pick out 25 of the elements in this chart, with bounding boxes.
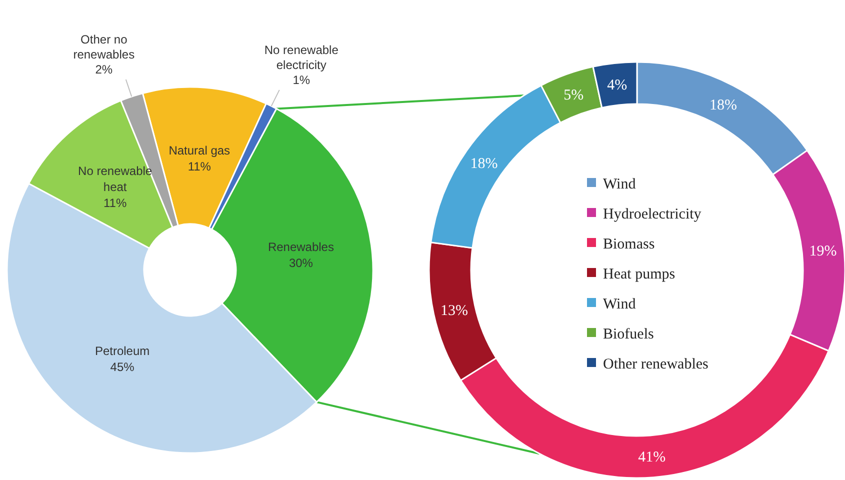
legend-label: Biofuels xyxy=(603,326,654,342)
slice-label: No renewable electricity xyxy=(264,42,339,72)
data-label: 4% xyxy=(607,77,628,94)
data-label: 18% xyxy=(709,97,737,114)
data-label: 2% xyxy=(95,62,113,76)
slice-label: Natural gas xyxy=(168,143,230,158)
legend-label: Hydroelectricity xyxy=(603,206,702,222)
slice-label: Other no renewables xyxy=(73,32,135,62)
data-label: 19% xyxy=(809,243,837,260)
legend-label: Biomass xyxy=(603,236,655,252)
data-label: 13% xyxy=(440,302,468,319)
data-label: 18% xyxy=(470,156,498,172)
data-label: 1% xyxy=(292,72,310,87)
data-label: 41% xyxy=(638,450,666,466)
data-label: 45% xyxy=(110,360,135,374)
data-label: 30% xyxy=(288,256,314,270)
data-label: 5% xyxy=(564,87,584,104)
legend-label: Other renewables xyxy=(603,356,709,372)
slice-label: Petroleum xyxy=(94,344,150,358)
data-label: 11% xyxy=(103,196,127,210)
legend-label: Heat pumps xyxy=(603,266,676,282)
legend-label: Wind xyxy=(603,296,636,312)
slice-label: Renewables xyxy=(268,240,334,254)
data-label: 11% xyxy=(188,159,212,174)
legend-label: Wind xyxy=(603,176,636,192)
